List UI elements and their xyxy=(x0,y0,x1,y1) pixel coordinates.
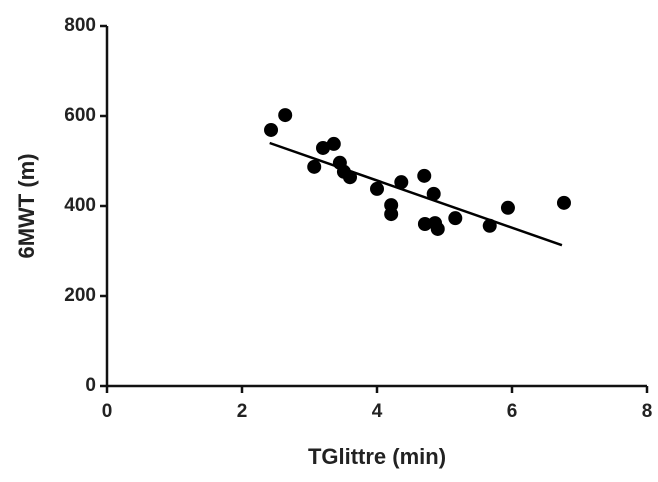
x-tick-label: 8 xyxy=(642,401,653,422)
point xyxy=(343,170,357,185)
point xyxy=(370,181,384,196)
point xyxy=(426,186,441,201)
y-tick-label: 400 xyxy=(64,195,96,216)
point xyxy=(394,175,409,190)
point xyxy=(448,211,463,226)
point xyxy=(264,122,279,137)
point xyxy=(316,140,330,155)
point xyxy=(556,195,571,210)
point xyxy=(326,136,341,151)
point xyxy=(417,168,432,183)
y-tick-label: 0 xyxy=(85,375,96,396)
point xyxy=(278,108,293,123)
x-axis-title: TGlittre (min) xyxy=(308,444,446,469)
x-tick-label: 6 xyxy=(507,401,518,422)
point xyxy=(430,221,445,236)
point xyxy=(500,200,515,215)
x-tick-label: 4 xyxy=(372,401,383,422)
y-tick-label: 600 xyxy=(64,105,96,126)
y-tick-label: 200 xyxy=(64,285,96,306)
x-tick-label: 0 xyxy=(102,401,113,422)
y-axis-title: 6MWT (m) xyxy=(14,153,39,258)
fit-line xyxy=(269,141,563,247)
point xyxy=(384,207,399,222)
point xyxy=(307,159,322,174)
y-tick-label: 800 xyxy=(64,15,96,36)
x-tick-label: 2 xyxy=(237,401,248,422)
point xyxy=(417,217,432,231)
point xyxy=(482,218,497,233)
